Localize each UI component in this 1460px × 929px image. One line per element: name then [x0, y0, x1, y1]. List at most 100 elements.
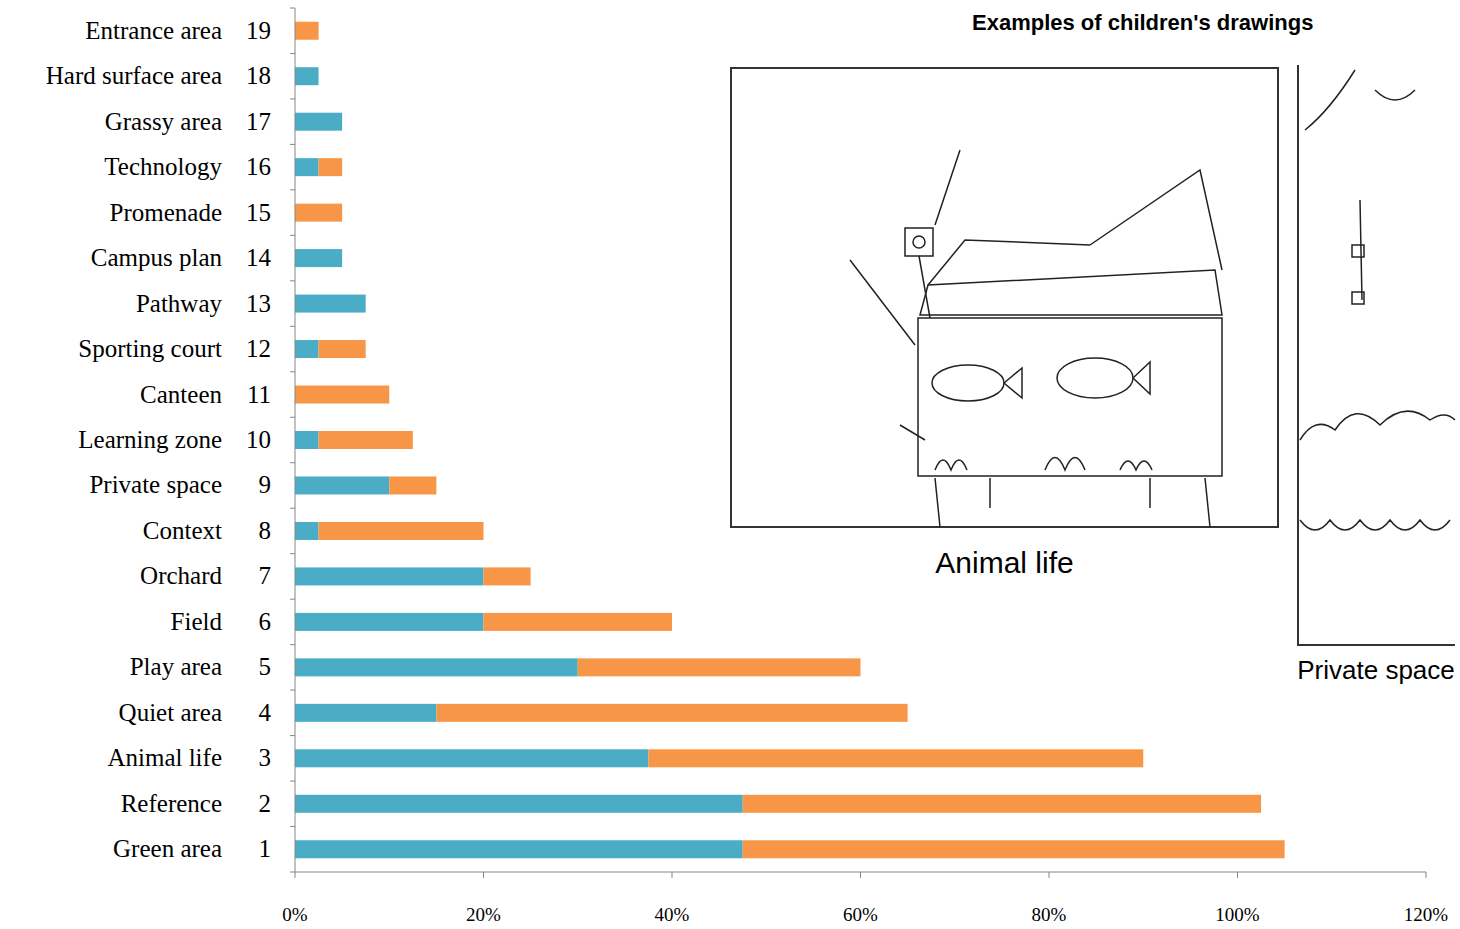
bar-segment [295, 613, 484, 631]
category-tick [290, 735, 295, 736]
category-tick [290, 280, 295, 281]
category-label: Sporting court [78, 335, 222, 362]
x-tick [483, 872, 484, 878]
category-label: Learning zone [78, 426, 222, 453]
category-number: 6 [259, 608, 272, 635]
category-label: Private space [89, 471, 222, 498]
bar-segment [319, 431, 413, 449]
category-label: Field [171, 608, 223, 635]
category-label: Canteen [140, 381, 222, 408]
category-label: Context [143, 517, 222, 544]
bar-segment [318, 67, 319, 85]
bar-segment [295, 22, 319, 40]
bar-segment [295, 204, 342, 222]
category-number: 10 [246, 426, 271, 453]
bar-segment [295, 476, 389, 494]
bar-segment [484, 613, 673, 631]
x-tick-label: 100% [1215, 904, 1260, 925]
bar-segment [295, 658, 578, 676]
bar-segment [436, 704, 907, 722]
category-label: Promenade [110, 199, 222, 226]
category-tick [290, 553, 295, 554]
category-tick [290, 599, 295, 600]
category-tick [290, 189, 295, 190]
x-tick-label: 60% [843, 904, 878, 925]
bar-segment [295, 840, 743, 858]
category-tick [290, 98, 295, 99]
bar-segment [342, 249, 343, 267]
bar-segment [295, 113, 342, 131]
category-number: 5 [259, 653, 272, 680]
category-label: Quiet area [119, 699, 222, 726]
bar-segment [295, 522, 319, 540]
bar-segment [389, 476, 436, 494]
category-number: 1 [259, 835, 272, 862]
bar-segment [295, 295, 366, 313]
category-tick [290, 462, 295, 463]
category-number: 4 [259, 699, 272, 726]
canvas: 0%20%40%60%80%100%120%Green area1Referen… [0, 0, 1460, 929]
x-tick-label: 80% [1032, 904, 1067, 925]
bar-segment [295, 704, 436, 722]
category-tick [290, 53, 295, 54]
bar-segment [648, 749, 1143, 767]
category-number: 8 [259, 517, 272, 544]
bar-segment [295, 340, 319, 358]
category-number: 19 [246, 17, 271, 44]
drawing-caption: Private space [1296, 655, 1456, 686]
bar-segment [743, 795, 1261, 813]
category-label: Animal life [107, 744, 222, 771]
category-label: Grassy area [105, 108, 222, 135]
category-number: 2 [259, 790, 272, 817]
category-number: 9 [259, 471, 272, 498]
bar-segment [295, 749, 648, 767]
bar-segment [295, 158, 319, 176]
category-label: Pathway [136, 290, 223, 317]
bar-segment [295, 431, 319, 449]
category-number: 7 [259, 562, 272, 589]
category-number: 12 [246, 335, 271, 362]
category-label: Green area [113, 835, 222, 862]
drawing-private [1298, 65, 1455, 645]
category-tick [290, 235, 295, 236]
bar-segment [578, 658, 861, 676]
bar-segment [295, 386, 389, 404]
bar-segment [295, 249, 342, 267]
category-label: Reference [121, 790, 222, 817]
category-tick [290, 8, 295, 9]
category-label: Campus plan [91, 244, 223, 271]
drawing-caption: Animal life [831, 546, 1178, 580]
category-tick [290, 144, 295, 145]
bar-segment [295, 567, 484, 585]
x-tick [672, 872, 673, 878]
x-tick-label: 120% [1404, 904, 1449, 925]
y-axis-line [295, 8, 296, 872]
bar-segment [743, 840, 1285, 858]
x-tick-label: 40% [655, 904, 690, 925]
category-tick [290, 371, 295, 372]
category-label: Hard surface area [46, 62, 222, 89]
x-tick [860, 872, 861, 878]
category-number: 14 [246, 244, 272, 271]
category-tick [290, 690, 295, 691]
bar-segment [319, 340, 366, 358]
category-tick [290, 781, 295, 782]
drawing-animal [731, 68, 1278, 527]
bar-segment [365, 295, 366, 313]
category-label: Play area [130, 653, 222, 680]
category-label: Orchard [140, 562, 222, 589]
bar-segment [319, 522, 484, 540]
x-tick [1237, 872, 1238, 878]
category-number: 18 [246, 62, 271, 89]
category-number: 11 [247, 381, 271, 408]
category-number: 13 [246, 290, 271, 317]
category-number: 15 [246, 199, 271, 226]
bar-segment [295, 67, 319, 85]
x-tick [1049, 872, 1050, 878]
category-label: Technology [104, 153, 222, 180]
bar-segment [484, 567, 531, 585]
category-tick [290, 872, 295, 873]
bar-segment [295, 795, 743, 813]
category-number: 16 [246, 153, 271, 180]
bar-segment [319, 158, 343, 176]
